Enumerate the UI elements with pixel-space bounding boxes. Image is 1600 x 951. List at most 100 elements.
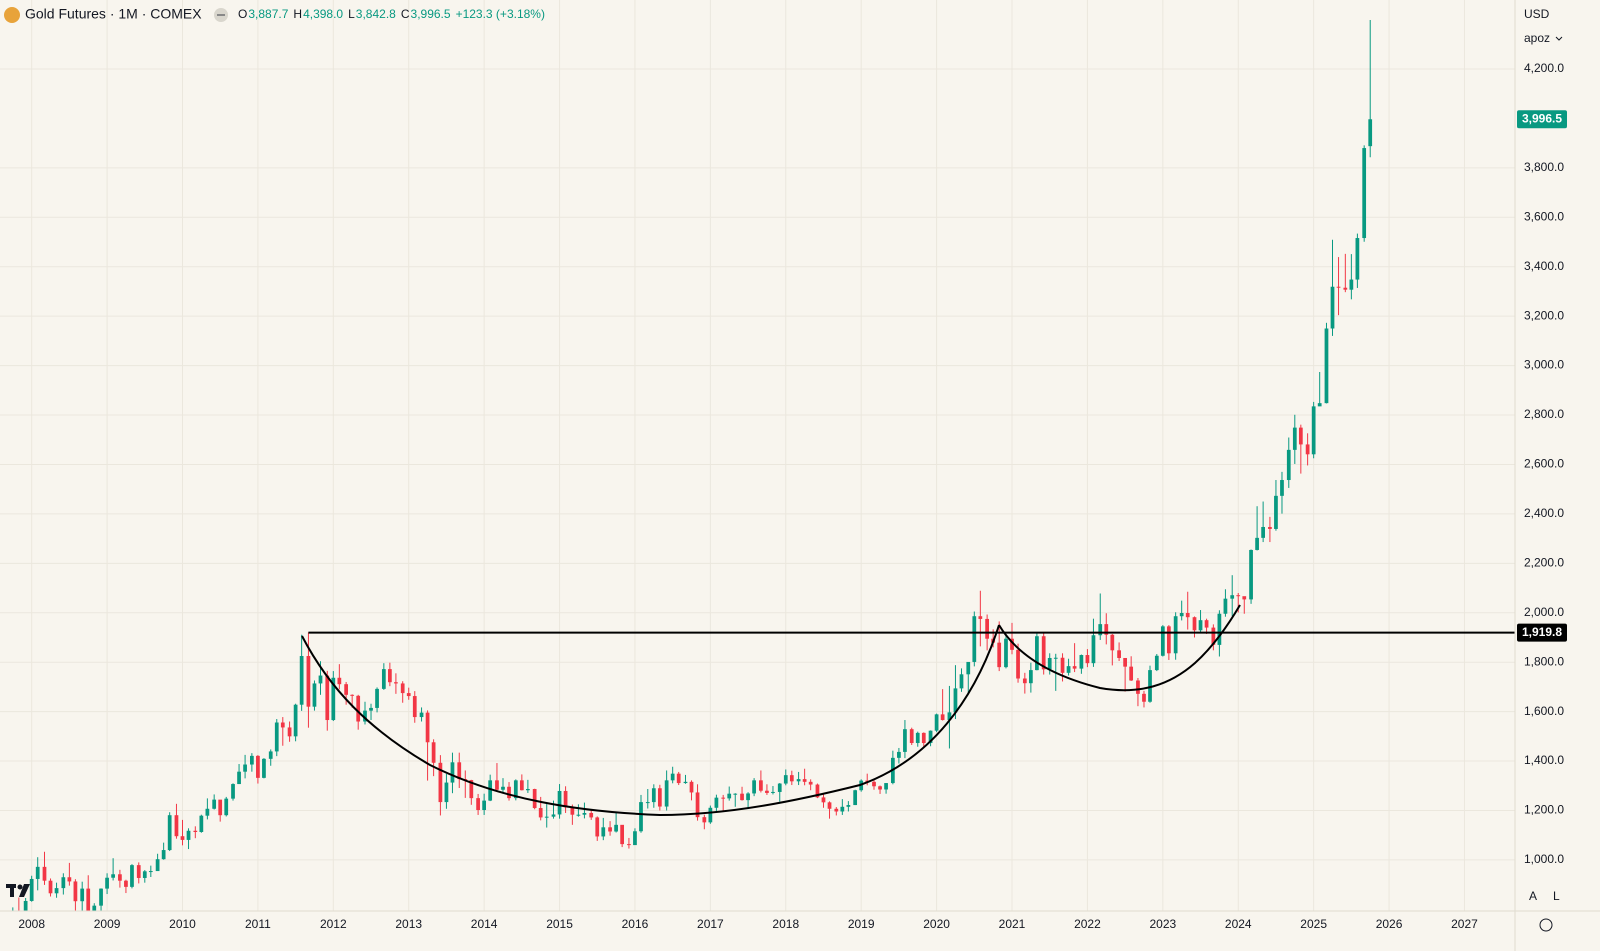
candle-body [118, 874, 122, 881]
candle-body [1085, 655, 1090, 664]
candle-body [815, 784, 820, 798]
candle-body [802, 779, 807, 782]
candle-body [1355, 238, 1360, 280]
candle-body [771, 791, 775, 793]
candle-body [61, 877, 66, 889]
candle-body [1217, 613, 1222, 645]
candle-body [280, 722, 285, 728]
candle-body [651, 788, 656, 803]
candle-body [683, 781, 688, 784]
y-tick-label: 3,200.0 [1524, 308, 1564, 322]
ohlc-value: 3,842.8 [356, 7, 396, 21]
x-tick-label: 2023 [1149, 917, 1176, 931]
change: +123.3 (+3.18%) [456, 7, 545, 21]
candle-body [250, 755, 254, 765]
y-tick-label: 3,800.0 [1524, 160, 1564, 174]
candle-body [608, 827, 612, 832]
currency-button[interactable] [1519, 5, 1561, 25]
candle-body [337, 677, 342, 685]
candle-body [1230, 595, 1235, 599]
candle-body [356, 695, 361, 722]
candle-body [1110, 634, 1115, 651]
candle-body [1028, 670, 1033, 684]
candle-body [419, 712, 424, 718]
candle-body [702, 817, 707, 823]
candle-body [657, 788, 662, 807]
x-tick-label: 2025 [1300, 917, 1327, 931]
candle-body [972, 616, 977, 662]
grid [0, 0, 1515, 911]
candle-body [375, 688, 379, 708]
candle-body [1368, 119, 1373, 147]
candle-body [1123, 657, 1127, 667]
candle-body [1204, 620, 1209, 628]
settings-icon[interactable] [1539, 918, 1553, 932]
candle-body [576, 814, 581, 816]
candle-body [243, 764, 247, 772]
x-tick-label: 2022 [1074, 917, 1101, 931]
candle-body [1166, 626, 1171, 654]
candle-body [1198, 620, 1203, 631]
candle-body [293, 704, 298, 737]
auto-scale-button[interactable]: A [1529, 889, 1537, 903]
currency[interactable]: USD [1524, 7, 1550, 21]
candle-body [1317, 403, 1322, 407]
log-scale-button[interactable]: L [1553, 889, 1560, 903]
candle-body [29, 878, 34, 901]
candle-body [299, 656, 304, 705]
candle-body [1192, 617, 1197, 631]
y-tick-label: 2,400.0 [1524, 506, 1564, 520]
candle-body [727, 793, 732, 799]
candle-body [789, 775, 794, 782]
candle-body [903, 729, 907, 752]
candle-body [808, 781, 813, 785]
candle-body [783, 775, 788, 784]
candle-body [544, 816, 549, 818]
x-tick-label: 2018 [772, 917, 799, 931]
candle-body [1091, 635, 1096, 664]
candle-body [1242, 596, 1247, 600]
candle-body [1255, 537, 1259, 550]
candle-body [897, 751, 901, 758]
candle-body [1249, 549, 1253, 600]
cup-curve [301, 624, 1000, 817]
candle-body [1173, 616, 1178, 654]
candle-body [1154, 655, 1159, 671]
candle-body [130, 865, 134, 887]
candle-body [676, 773, 681, 784]
candle-body [978, 616, 983, 619]
candle-body [237, 771, 241, 785]
x-tick-label: 2020 [923, 917, 950, 931]
candle-body [589, 812, 594, 818]
candle-body [1330, 286, 1335, 329]
candle-body [80, 888, 85, 902]
candle-body [224, 798, 229, 816]
candle-body [331, 677, 336, 721]
y-tick-label: 4,200.0 [1524, 61, 1564, 75]
unit[interactable]: apoz [1524, 31, 1550, 45]
y-tick-label: 2,200.0 [1524, 555, 1564, 569]
candle-body [513, 780, 518, 799]
candle-body [940, 714, 945, 721]
candle-body [1079, 655, 1084, 669]
candle-body [614, 824, 618, 832]
candle-body [1349, 279, 1354, 290]
last-price-box [1517, 110, 1567, 129]
candle-body [620, 824, 625, 845]
candle-body [721, 797, 726, 799]
candle-body [639, 802, 643, 832]
candle-body [759, 780, 763, 791]
candle-body [1280, 480, 1284, 496]
candle-body [312, 683, 317, 707]
y-tick-label: 2,800.0 [1524, 407, 1564, 421]
candle-body [1053, 657, 1058, 659]
candle-body [1016, 649, 1020, 679]
ohlc-value: 3,887.7 [248, 7, 288, 21]
candle-body [1179, 613, 1184, 617]
candle-body [1104, 624, 1109, 635]
candle-body [645, 802, 650, 804]
candle-body [878, 786, 882, 790]
candle-body [1098, 624, 1103, 636]
x-tick-label: 2012 [320, 917, 347, 931]
